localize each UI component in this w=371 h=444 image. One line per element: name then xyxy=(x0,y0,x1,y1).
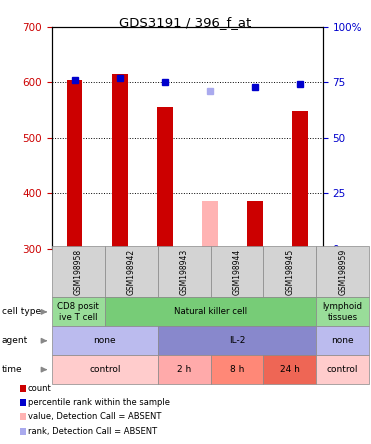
Text: percentile rank within the sample: percentile rank within the sample xyxy=(28,398,170,407)
Text: time: time xyxy=(2,365,23,374)
Text: agent: agent xyxy=(2,336,28,345)
Text: count: count xyxy=(28,384,52,393)
Text: Natural killer cell: Natural killer cell xyxy=(174,307,247,317)
Text: control: control xyxy=(327,365,358,374)
Text: GSM198943: GSM198943 xyxy=(180,249,188,295)
Text: none: none xyxy=(331,336,354,345)
Bar xyxy=(67,80,82,249)
Bar xyxy=(292,111,308,249)
Text: rank, Detection Call = ABSENT: rank, Detection Call = ABSENT xyxy=(28,427,157,436)
Bar xyxy=(112,74,128,249)
Text: CD8 posit
ive T cell: CD8 posit ive T cell xyxy=(58,302,99,321)
Text: lymphoid
tissues: lymphoid tissues xyxy=(323,302,363,321)
Bar xyxy=(247,202,263,249)
Text: GSM198944: GSM198944 xyxy=(233,249,242,295)
Text: GSM198958: GSM198958 xyxy=(74,249,83,295)
Text: GSM198942: GSM198942 xyxy=(127,249,136,295)
Text: 2 h: 2 h xyxy=(177,365,191,374)
Bar xyxy=(157,107,173,249)
Text: value, Detection Call = ABSENT: value, Detection Call = ABSENT xyxy=(28,412,161,421)
Text: cell type: cell type xyxy=(2,307,41,317)
Text: GDS3191 / 396_f_at: GDS3191 / 396_f_at xyxy=(119,16,252,28)
Bar xyxy=(202,202,218,249)
Text: GSM198945: GSM198945 xyxy=(285,249,294,295)
Text: 24 h: 24 h xyxy=(280,365,300,374)
Text: control: control xyxy=(89,365,121,374)
Text: GSM198959: GSM198959 xyxy=(338,249,347,295)
Text: IL-2: IL-2 xyxy=(229,336,245,345)
Text: none: none xyxy=(93,336,116,345)
Text: 8 h: 8 h xyxy=(230,365,244,374)
